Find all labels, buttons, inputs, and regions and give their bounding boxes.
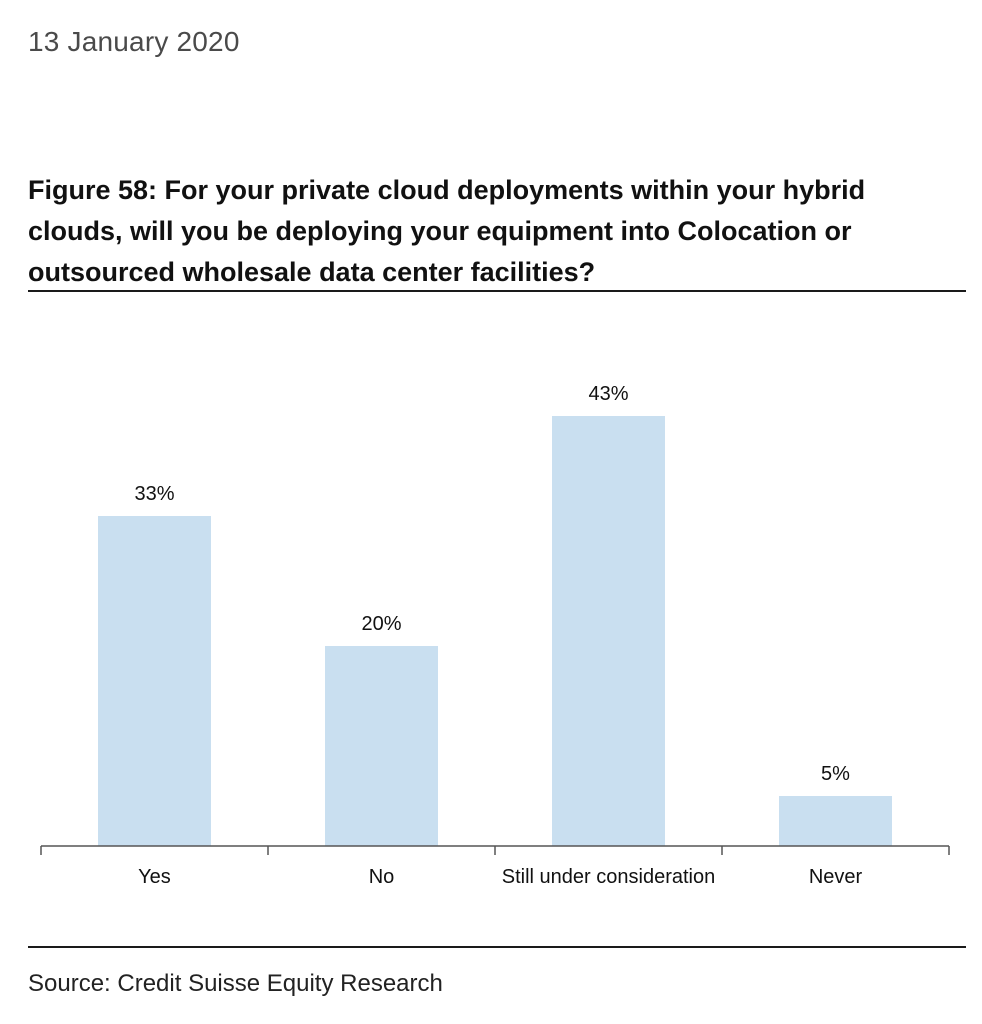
category-label-group: Yes No Still under consideration Never bbox=[138, 866, 862, 888]
bar-still-under-consideration bbox=[552, 416, 665, 846]
category-label-yes: Yes bbox=[138, 866, 171, 888]
data-label-no: 20% bbox=[361, 613, 401, 635]
category-label-never: Never bbox=[809, 866, 863, 888]
bar-group bbox=[98, 416, 892, 846]
title-divider bbox=[28, 290, 966, 292]
figure-title: Figure 58: For your private cloud deploy… bbox=[28, 175, 866, 287]
category-label-no: No bbox=[369, 866, 395, 888]
data-label-yes: 33% bbox=[134, 483, 174, 505]
data-label-still-under-consideration: 43% bbox=[588, 383, 628, 405]
bar-chart: 33% 20% 43% 5% Yes No Still under considerati… bbox=[40, 383, 950, 888]
report-date: 13 January 2020 bbox=[28, 26, 240, 57]
bar-never bbox=[779, 796, 892, 846]
data-label-group: 33% 20% 43% 5% bbox=[134, 383, 850, 785]
data-label-never: 5% bbox=[821, 763, 850, 785]
bar-yes bbox=[98, 516, 211, 846]
source-divider bbox=[28, 946, 966, 948]
bar-no bbox=[325, 646, 438, 846]
x-axis bbox=[40, 845, 950, 855]
source-note: Source: Credit Suisse Equity Research bbox=[28, 970, 443, 997]
category-label-still-under-consideration: Still under consideration bbox=[502, 866, 715, 888]
